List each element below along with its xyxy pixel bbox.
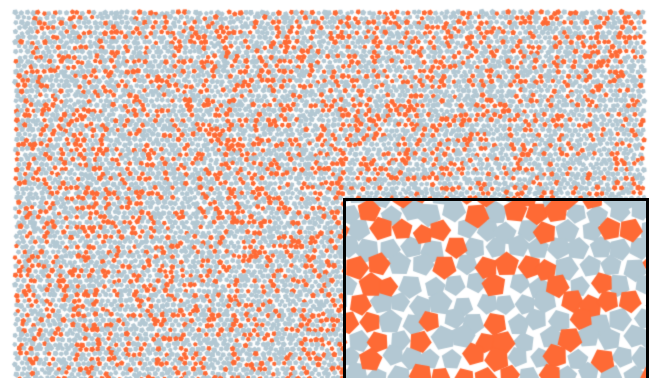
zoom-inset — [343, 198, 649, 378]
zoom-inset-particles — [346, 201, 646, 378]
